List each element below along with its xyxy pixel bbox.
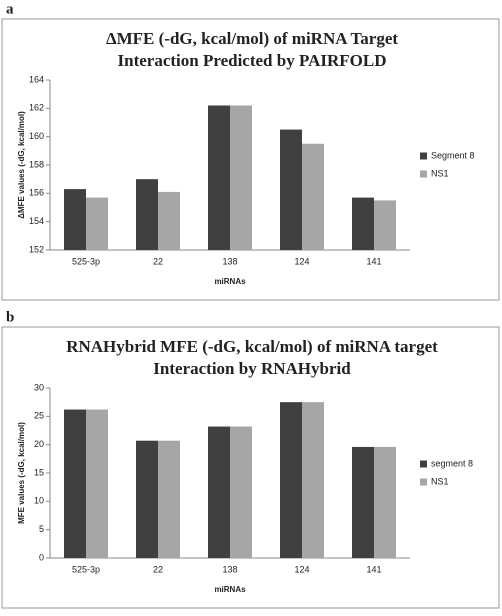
bar	[230, 105, 252, 250]
bar	[86, 197, 108, 250]
bar	[352, 446, 374, 558]
legend-label: segment 8	[431, 458, 473, 468]
legend-swatch	[420, 152, 427, 160]
panel-label: b	[6, 309, 14, 325]
x-tick-label: 525-3p	[72, 564, 100, 574]
y-tick-label: 15	[34, 467, 44, 477]
bar	[280, 402, 302, 558]
x-tick-label: 141	[366, 256, 381, 266]
x-axis-label: miRNAs	[214, 277, 246, 286]
bar	[208, 105, 230, 250]
y-tick-label: 0	[39, 552, 44, 562]
legend-swatch	[420, 460, 427, 468]
bar	[280, 129, 302, 250]
x-tick-label: 124	[294, 564, 309, 574]
legend-label: Segment 8	[431, 150, 475, 160]
x-axis-label: miRNAs	[214, 585, 246, 594]
bar	[158, 440, 180, 558]
chart-title: Interaction Predicted by PAIRFOLD	[118, 51, 387, 70]
chart-title: ΔMFE (-dG, kcal/mol) of miRNA Target	[106, 29, 398, 48]
bar	[86, 409, 108, 558]
y-tick-label: 154	[29, 216, 44, 226]
y-tick-label: 158	[29, 159, 44, 169]
bar	[302, 143, 324, 250]
legend-swatch	[420, 478, 427, 486]
bar	[302, 402, 324, 558]
bar	[352, 197, 374, 250]
bar	[64, 189, 86, 250]
panel-label: a	[6, 1, 14, 17]
y-tick-label: 164	[29, 74, 44, 84]
y-axis-label: MFE values (-dG, kcal/mol)	[17, 422, 26, 524]
chart-frame	[1, 326, 500, 609]
chart-title: Interaction by RNAHybrid	[153, 359, 351, 378]
legend-label: NS1	[431, 168, 449, 178]
chart-title: RNAHybrid MFE (-dG, kcal/mol) of miRNA t…	[66, 337, 438, 356]
bar	[158, 191, 180, 250]
y-tick-label: 160	[29, 131, 44, 141]
y-tick-label: 25	[34, 411, 44, 421]
y-tick-label: 162	[29, 103, 44, 113]
y-tick-label: 20	[34, 439, 44, 449]
y-tick-label: 156	[29, 188, 44, 198]
x-tick-label: 525-3p	[72, 256, 100, 266]
bar	[374, 200, 396, 250]
bar	[64, 409, 86, 558]
x-tick-label: 138	[222, 256, 237, 266]
x-tick-label: 124	[294, 256, 309, 266]
y-tick-label: 30	[34, 382, 44, 392]
bar	[230, 426, 252, 558]
x-tick-label: 22	[153, 256, 163, 266]
chart-frame	[1, 18, 500, 301]
y-tick-label: 10	[34, 496, 44, 506]
bar	[136, 179, 158, 250]
legend-swatch	[420, 170, 427, 178]
bar	[374, 446, 396, 558]
bar	[208, 426, 230, 558]
x-tick-label: 138	[222, 564, 237, 574]
x-tick-label: 22	[153, 564, 163, 574]
bar	[136, 440, 158, 558]
x-tick-label: 141	[366, 564, 381, 574]
legend-label: NS1	[431, 476, 449, 486]
y-tick-label: 152	[29, 244, 44, 254]
y-tick-label: 5	[39, 524, 44, 534]
y-axis-label: ΔMFE values (-dG, kcal/mol)	[17, 111, 26, 219]
